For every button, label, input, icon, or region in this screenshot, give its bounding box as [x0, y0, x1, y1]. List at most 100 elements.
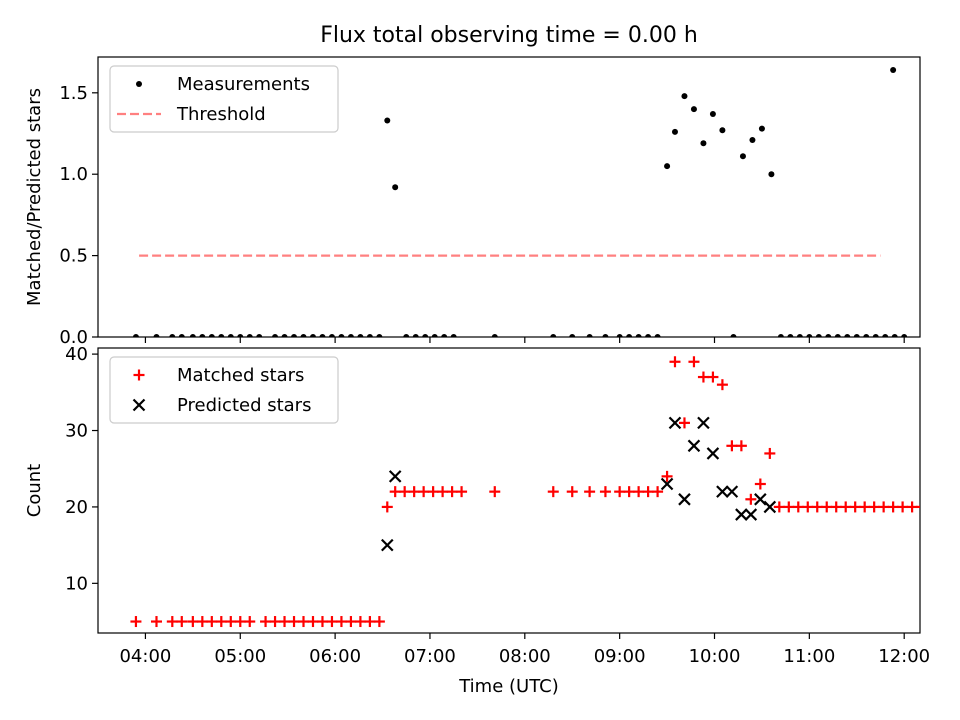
matched-star-point: [187, 616, 199, 628]
measurement-point: [376, 334, 383, 337]
measurement-point: [550, 334, 557, 337]
y-tick-label: 40: [65, 344, 88, 365]
legend: Measurements Threshold: [109, 65, 339, 133]
y-tick-label: 0.0: [59, 327, 88, 348]
matched-star-point: [792, 501, 804, 513]
legend-marker: [132, 398, 146, 412]
matched-star-point: [547, 486, 559, 498]
x-tick-label: 10:00: [689, 646, 741, 667]
matched-star-point: [707, 371, 719, 383]
y-axis-label: Count: [24, 464, 45, 517]
legend-marker: [133, 369, 145, 381]
axes-frame: [97, 56, 921, 338]
predicted-star-point: [381, 538, 394, 552]
measurement-point: [431, 334, 438, 337]
matched-star-point: [849, 501, 861, 513]
measurement-point: [882, 334, 889, 337]
measurement-point: [281, 334, 288, 337]
matched-star-point: [802, 501, 814, 513]
measurement-point: [309, 334, 316, 337]
measurement-point: [403, 334, 410, 337]
matched-star-point: [783, 501, 795, 513]
matched-star-point: [244, 616, 256, 628]
predicted-star-point: [678, 493, 691, 506]
matched-star-point: [773, 501, 785, 513]
matched-star-point: [652, 486, 664, 498]
measurement-point: [626, 334, 633, 337]
matched-star-point: [735, 440, 747, 452]
measurement-point: [199, 334, 206, 337]
measurement-point: [392, 184, 399, 191]
measurement-point: [719, 127, 726, 134]
measurement-point: [853, 334, 860, 337]
y-tick-label: 30: [65, 421, 88, 442]
predicted-star-point: [763, 500, 777, 514]
measurement-point: [796, 334, 803, 337]
x-tick-label: 06:00: [309, 646, 361, 667]
y-tick-label: 10: [65, 573, 88, 594]
predicted-star-point: [660, 477, 674, 491]
measurement-point: [890, 67, 897, 74]
matched-star-point: [859, 501, 871, 513]
measurement-point: [739, 153, 746, 160]
matched-star-point: [754, 478, 766, 490]
matched-star-point: [697, 371, 709, 383]
predicted-star-point: [744, 508, 758, 521]
matched-star-point: [906, 501, 918, 513]
matched-star-point: [260, 616, 272, 628]
measurement-point: [758, 125, 765, 132]
measurement-point: [586, 334, 593, 337]
matched-star-point: [298, 616, 309, 628]
x-tick-label: 04:00: [119, 646, 171, 667]
matched-star-point: [716, 379, 728, 391]
matched-star-point: [215, 616, 227, 628]
measurement-point: [328, 334, 335, 337]
measurement-point: [616, 334, 623, 337]
legend-label: Threshold: [176, 104, 266, 125]
matched-star-point: [326, 616, 338, 628]
measurement-point: [227, 334, 234, 337]
matched-star-point: [196, 616, 208, 628]
matched-star-point: [916, 505, 920, 509]
matched-star-point: [926, 501, 937, 512]
measurement-point: [844, 334, 851, 337]
matched-star-point: [566, 486, 578, 498]
measurement-point: [635, 334, 642, 337]
matched-star-point: [935, 501, 946, 512]
measurement-point: [602, 334, 609, 337]
matched-star-point: [868, 501, 880, 513]
measurement-point: [664, 163, 671, 170]
measurement-point: [834, 334, 841, 337]
matched-star-point: [345, 616, 357, 628]
matched-star-point: [887, 501, 899, 513]
measurement-point: [891, 334, 898, 337]
plot-area: [130, 356, 946, 628]
x-tick-label: 11:00: [783, 646, 835, 667]
measurement-point: [901, 334, 908, 337]
matched-star-point: [623, 486, 635, 498]
matched-star-point: [279, 616, 291, 628]
matched-star-point: [661, 470, 673, 482]
matched-star-point: [456, 486, 468, 498]
measurement-point: [357, 334, 364, 337]
matched-star-point: [288, 616, 300, 628]
matched-star-point: [642, 486, 654, 498]
measurement-point: [806, 334, 813, 337]
measurement-point: [366, 334, 373, 337]
matched-star-point: [678, 417, 690, 429]
matched-star-point: [408, 486, 420, 498]
measurement-point: [237, 334, 244, 337]
measurement-point: [690, 106, 697, 113]
matched-star-point: [234, 616, 246, 628]
y-tick-label: 1.5: [59, 83, 88, 104]
measurement-point: [787, 334, 794, 337]
x-tick-label: 09:00: [594, 646, 646, 667]
legend: Matched stars Predicted stars: [109, 356, 339, 424]
matched-star-point: [669, 356, 681, 368]
measurement-point: [645, 334, 652, 337]
matched-star-point: [206, 616, 218, 628]
measurement-point: [132, 334, 139, 337]
measurement-point: [384, 117, 391, 124]
predicted-star-point: [716, 485, 729, 498]
